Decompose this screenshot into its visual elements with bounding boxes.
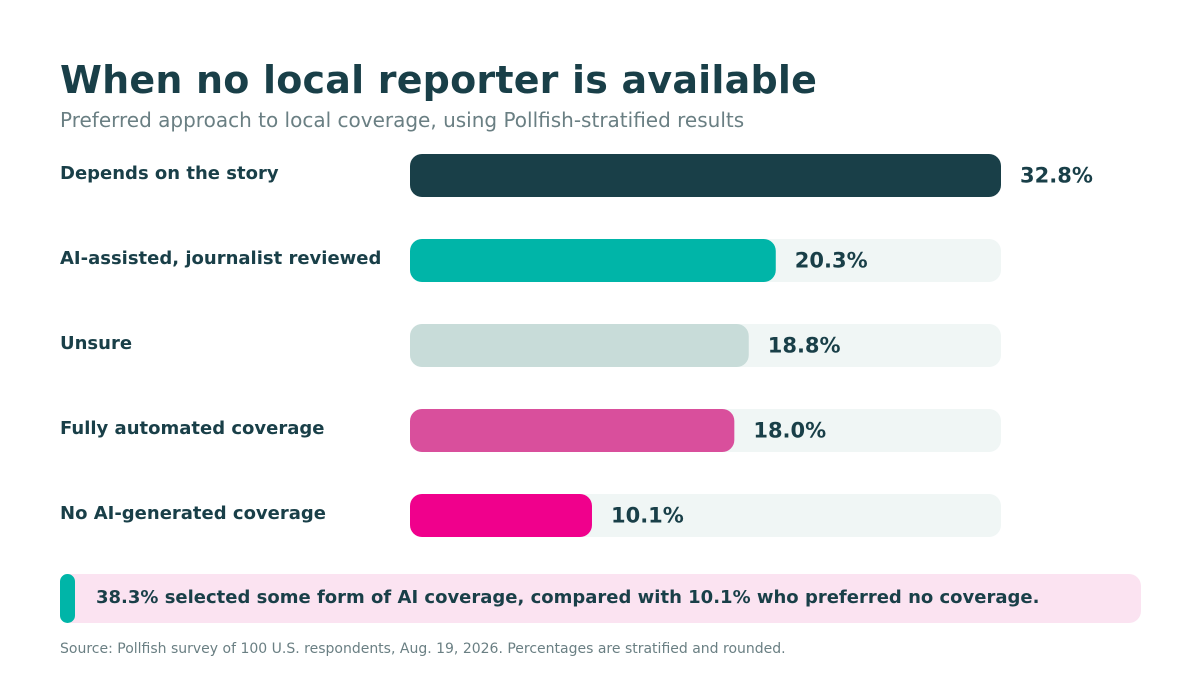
bar [410, 409, 735, 452]
bar [410, 239, 776, 282]
category-label: Unsure [60, 333, 132, 354]
category-label: AI-assisted, journalist reviewed [60, 248, 381, 269]
category-label: No AI-generated coverage [60, 503, 326, 524]
bar [410, 154, 1001, 197]
value-label: 20.3% [795, 249, 868, 273]
chart-subtitle: Preferred approach to local coverage, us… [60, 108, 745, 132]
bar [410, 324, 749, 367]
source-note: Source: Pollfish survey of 100 U.S. resp… [60, 641, 786, 657]
summary-callout: 38.3% selected some form of AI coverage,… [60, 574, 1141, 623]
value-label: 32.8% [1020, 164, 1093, 188]
bar-chart: Depends on the story 32.8% AI-assisted, jo… [60, 154, 1093, 537]
value-label: 10.1% [611, 504, 684, 528]
callout-text: 38.3% selected some form of AI coverage,… [96, 587, 1040, 608]
category-label: Depends on the story [60, 163, 279, 184]
chart-title: When no local reporter is available [60, 58, 818, 102]
category-label: Fully automated coverage [60, 418, 324, 439]
value-label: 18.0% [753, 419, 826, 443]
bar [410, 494, 592, 537]
callout-accent-bar [60, 574, 75, 623]
value-label: 18.8% [768, 334, 841, 358]
